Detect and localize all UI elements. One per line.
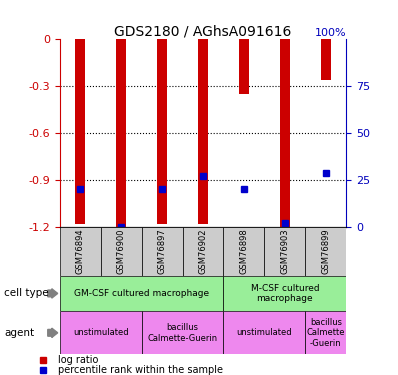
Bar	[321, 39, 331, 80]
Text: GSM76898: GSM76898	[240, 228, 248, 274]
Text: GSM76902: GSM76902	[199, 228, 207, 274]
Text: GSM76894: GSM76894	[76, 228, 85, 274]
Text: GM-CSF cultured macrophage: GM-CSF cultured macrophage	[74, 289, 209, 298]
Text: percentile rank within the sample: percentile rank within the sample	[58, 365, 223, 375]
Text: M-CSF cultured
macrophage: M-CSF cultured macrophage	[251, 284, 319, 303]
Bar	[75, 39, 85, 224]
FancyBboxPatch shape	[223, 311, 305, 354]
Text: agent: agent	[4, 328, 34, 338]
FancyBboxPatch shape	[223, 276, 346, 311]
Text: unstimulated: unstimulated	[73, 328, 129, 338]
Text: GSM76903: GSM76903	[280, 228, 289, 274]
FancyBboxPatch shape	[305, 311, 346, 354]
Bar	[280, 39, 290, 230]
FancyBboxPatch shape	[264, 227, 305, 276]
FancyBboxPatch shape	[60, 227, 101, 276]
Text: log ratio: log ratio	[58, 354, 98, 364]
Text: GSM76897: GSM76897	[158, 228, 166, 274]
FancyBboxPatch shape	[305, 227, 346, 276]
Text: unstimulated: unstimulated	[236, 328, 292, 338]
Text: GSM76899: GSM76899	[321, 228, 330, 274]
Bar	[198, 39, 208, 224]
Bar	[116, 39, 126, 230]
Text: GSM76900: GSM76900	[117, 228, 126, 274]
FancyBboxPatch shape	[60, 311, 142, 354]
FancyBboxPatch shape	[101, 227, 142, 276]
Text: 100%: 100%	[315, 27, 346, 38]
Text: cell type: cell type	[4, 288, 49, 298]
FancyBboxPatch shape	[60, 276, 223, 311]
FancyBboxPatch shape	[183, 227, 223, 276]
Text: bacillus
Calmette
-Guerin: bacillus Calmette -Guerin	[306, 318, 345, 348]
Bar	[157, 39, 167, 224]
FancyBboxPatch shape	[142, 227, 183, 276]
Title: GDS2180 / AGhsA091616: GDS2180 / AGhsA091616	[114, 24, 292, 38]
FancyBboxPatch shape	[142, 311, 223, 354]
FancyBboxPatch shape	[223, 227, 264, 276]
Bar	[239, 39, 249, 94]
Text: bacillus
Calmette-Guerin: bacillus Calmette-Guerin	[147, 323, 218, 342]
